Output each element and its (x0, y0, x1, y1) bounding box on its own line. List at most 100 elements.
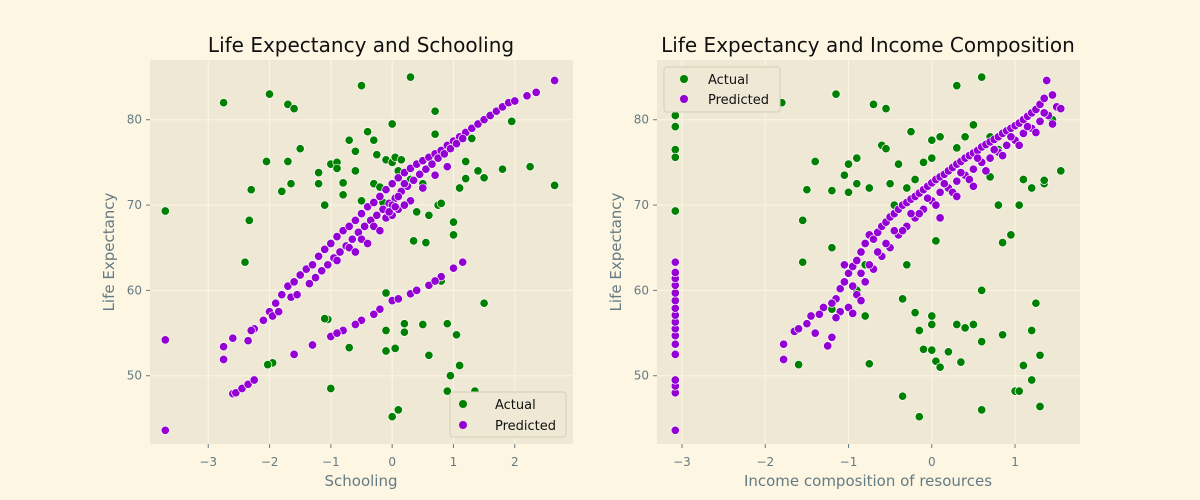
predicted-point (985, 153, 995, 163)
actual-point (338, 178, 348, 188)
actual-point (914, 412, 924, 422)
actual-point (1039, 175, 1049, 185)
predicted-point (794, 324, 804, 334)
predicted-point (522, 91, 532, 101)
predicted-point (914, 209, 924, 219)
predicted-point (415, 169, 425, 179)
predicted-point (818, 302, 829, 313)
predicted-point (387, 179, 397, 189)
predicted-point (1018, 128, 1028, 138)
predicted-point (283, 281, 293, 291)
actual-point (918, 157, 929, 167)
actual-point (418, 319, 428, 330)
predicted-point (390, 202, 400, 212)
predicted-point (1039, 93, 1049, 103)
actual-point (387, 412, 397, 422)
actual-point (338, 190, 348, 200)
actual-point (261, 156, 272, 167)
predicted-point (856, 268, 866, 278)
predicted-point (931, 200, 941, 210)
actual-point (943, 347, 953, 357)
chart-title: Life Expectancy and Schooling (208, 33, 514, 57)
predicted-point (814, 309, 824, 319)
actual-point (956, 357, 966, 367)
predicted-point (827, 298, 837, 308)
predicted-point (219, 342, 229, 352)
predicted-point (550, 75, 560, 86)
predicted-point (405, 196, 416, 206)
predicted-point (952, 191, 962, 202)
predicted-point (981, 166, 991, 176)
predicted-point (848, 308, 858, 318)
predicted-point (320, 244, 330, 254)
actual-point (332, 163, 342, 173)
predicted-point (839, 260, 849, 270)
x-tick-label: 1 (1011, 455, 1019, 469)
actual-point (935, 132, 945, 142)
actual-point (497, 164, 508, 174)
actual-point (467, 133, 477, 144)
predicted-point (1039, 108, 1049, 118)
predicted-point (935, 213, 945, 223)
actual-point (405, 72, 416, 82)
predicted-point (332, 255, 342, 266)
predicted-point (973, 153, 983, 163)
predicted-point (823, 341, 833, 351)
actual-point (399, 327, 409, 337)
legend-predicted-label: Predicted (495, 419, 556, 434)
legend-predicted-marker (680, 95, 688, 103)
predicted-point (806, 311, 816, 321)
predicted-point (939, 179, 949, 189)
predicted-point (964, 174, 974, 185)
actual-point (448, 217, 459, 227)
predicted-point (418, 183, 428, 193)
predicted-point (363, 238, 373, 249)
predicted-point (491, 106, 501, 116)
actual-point (893, 159, 904, 169)
actual-point (314, 168, 324, 178)
actual-point (852, 153, 862, 163)
legend-actual-marker (680, 75, 688, 83)
predicted-point (935, 187, 945, 197)
actual-point (927, 311, 937, 321)
actual-point (1006, 230, 1016, 240)
actual-point (448, 230, 459, 240)
actual-point (918, 344, 929, 354)
y-tick-label: 60 (634, 283, 649, 297)
actual-point (326, 383, 336, 394)
actual-point (277, 186, 287, 196)
actual-point (670, 145, 680, 155)
actual-point (827, 243, 837, 253)
y-tick-label: 70 (634, 198, 649, 212)
predicted-point (467, 123, 477, 133)
actual-point (442, 386, 452, 396)
predicted-point (848, 281, 858, 291)
predicted-point (344, 221, 354, 231)
predicted-point (304, 279, 314, 289)
predicted-point (347, 234, 357, 244)
actual-point (372, 150, 382, 160)
predicted-point (360, 221, 370, 231)
actual-point (927, 153, 937, 163)
actual-point (798, 257, 808, 267)
actual-point (393, 405, 403, 415)
actual-point (968, 120, 978, 130)
y-tick-label: 80 (634, 113, 649, 127)
actual-point (843, 159, 854, 169)
actual-point (898, 391, 908, 401)
actual-point (798, 215, 808, 225)
actual-point (1027, 325, 1037, 336)
actual-point (507, 116, 517, 126)
actual-point (670, 122, 680, 132)
predicted-point (835, 284, 845, 294)
actual-point (283, 99, 293, 109)
actual-point (902, 260, 912, 270)
predicted-point (375, 226, 385, 236)
predicted-point (372, 210, 382, 220)
predicted-point (289, 349, 299, 359)
predicted-point (375, 304, 385, 314)
plot-area (150, 60, 573, 444)
predicted-point (810, 328, 820, 338)
actual-point (864, 359, 874, 369)
y-axis-label: Life Expectancy (607, 192, 625, 311)
